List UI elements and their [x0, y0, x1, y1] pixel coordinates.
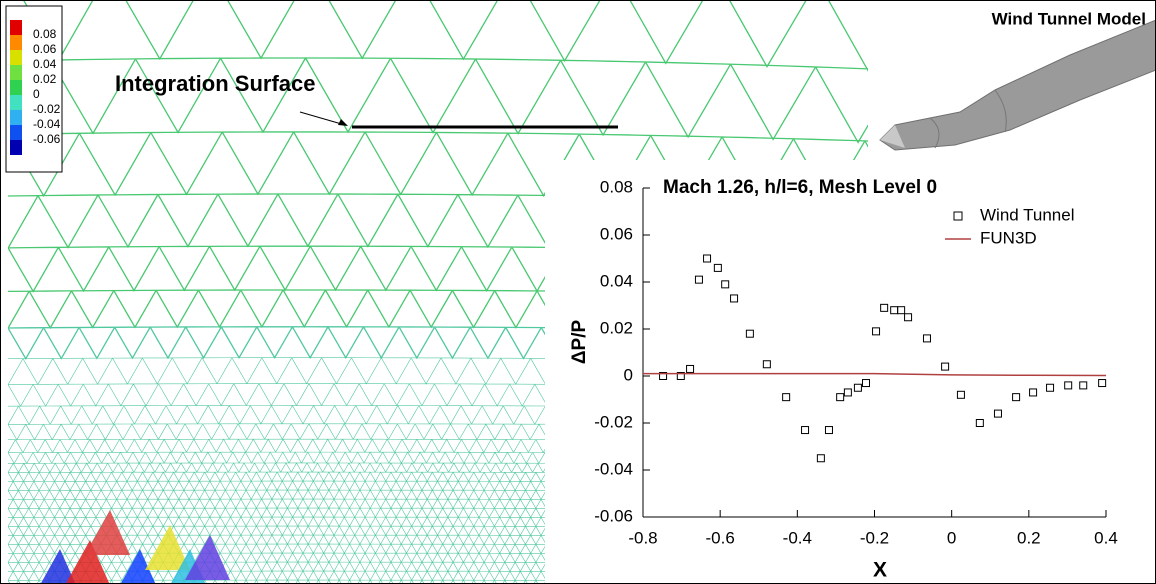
marker [862, 379, 871, 388]
marker [897, 306, 906, 315]
colorbar-label: -0.06 [33, 132, 61, 146]
colorbar-label: 0.06 [33, 42, 57, 56]
marker [1079, 381, 1088, 390]
marker [1046, 383, 1055, 392]
colorbar-band [10, 95, 22, 110]
y-tick-label: -0.02 [594, 412, 633, 431]
y-tick-label: 0.04 [600, 271, 633, 290]
legend-label: Wind Tunnel [980, 205, 1075, 224]
marker [694, 275, 703, 284]
colorbar-band [10, 20, 22, 35]
arrow-head [338, 119, 348, 126]
y-tick-label: 0.06 [600, 224, 633, 243]
mesh-feature [85, 510, 130, 555]
wind-tunnel-model [879, 19, 1156, 151]
marker [956, 390, 965, 399]
colorbar-label: -0.02 [33, 102, 61, 116]
marker [703, 254, 712, 263]
colorbar-band [10, 140, 22, 155]
marker [1098, 379, 1107, 388]
marker [676, 372, 685, 380]
marker [721, 280, 730, 289]
colorbar-band [10, 35, 22, 50]
model-nose [880, 125, 905, 148]
marker [853, 383, 862, 392]
colorbar-band [10, 80, 22, 95]
chart: Mach 1.26, h/l=6, Mesh Level 0 X ΔP/P -0… [569, 177, 1118, 582]
line [643, 372, 1107, 377]
marker [659, 372, 668, 380]
colorbar-label: 0.02 [33, 72, 57, 86]
y-tick-label: 0.02 [600, 318, 633, 337]
marker [816, 454, 825, 463]
arrow [299, 111, 346, 126]
colorbar-label: -0.04 [33, 117, 61, 131]
integration-label: Integration Surface [115, 71, 315, 96]
y-tick-label: -0.06 [594, 506, 633, 525]
legend-label: FUN3D [980, 228, 1037, 247]
marker [1012, 393, 1021, 402]
y-tick-label: -0.04 [594, 459, 633, 478]
marker [686, 364, 695, 373]
marker [975, 419, 984, 427]
colorbar-label: 0.04 [33, 57, 57, 71]
mesh-feature [185, 535, 230, 580]
colorbar-band [10, 65, 22, 80]
colorbar-band [10, 50, 22, 65]
x-tick-label: 0.4 [1094, 528, 1118, 547]
x-tick-label: -0.4 [783, 528, 812, 547]
model-label: Wind Tunnel Model [992, 9, 1146, 28]
marker [762, 360, 771, 369]
mesh-feature [40, 549, 76, 584]
marker [904, 313, 913, 322]
colorbar-band [10, 110, 22, 125]
marker [824, 426, 833, 435]
y-axis-label: ΔP/P [569, 320, 590, 365]
colorbar-label: 0 [33, 87, 40, 101]
marker [872, 327, 881, 336]
legend-marker [953, 211, 963, 221]
colorbar: 0.080.060.040.020-0.02-0.04-0.06 [10, 20, 61, 155]
chart-background [545, 160, 1156, 584]
colorbar-band [10, 125, 22, 140]
x-axis-label: X [873, 559, 887, 582]
marker [1064, 381, 1073, 390]
mesh-feature [145, 525, 190, 570]
marker [782, 393, 791, 402]
marker [941, 362, 950, 371]
x-tick-label: -0.6 [706, 528, 735, 547]
x-tick-label: -0.2 [860, 528, 889, 547]
marker [745, 329, 754, 338]
marker [1029, 388, 1038, 397]
marker [836, 393, 845, 402]
y-tick-label: 0 [624, 365, 633, 384]
y-tick-label: 0.08 [600, 177, 633, 196]
model-edge [994, 89, 1007, 133]
mesh-feature [120, 549, 156, 584]
marker [730, 294, 739, 303]
marker [713, 263, 722, 272]
marker [843, 388, 852, 397]
x-tick-label: -0.8 [628, 528, 657, 547]
model-edge [929, 117, 940, 149]
marker [922, 334, 931, 343]
x-tick-label: 0 [947, 528, 956, 547]
chart-title: Mach 1.26, h/l=6, Mesh Level 0 [663, 177, 937, 198]
marker [801, 426, 810, 435]
colorbar-label: 0.08 [33, 27, 57, 41]
marker [880, 303, 889, 312]
x-tick-label: 0.2 [1017, 528, 1041, 547]
mesh-line [22, 0, 868, 72]
mesh-feature [65, 540, 110, 584]
marker [993, 409, 1002, 418]
